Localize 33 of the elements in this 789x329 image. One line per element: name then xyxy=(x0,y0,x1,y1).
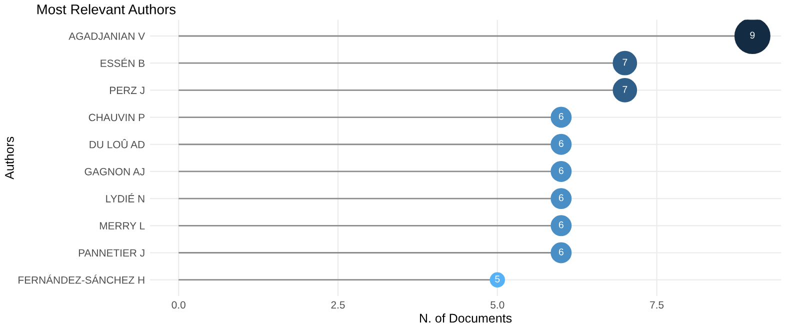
point xyxy=(550,134,572,155)
x-tick-label: 2.5 xyxy=(331,301,345,309)
y-tick-label: PERZ J xyxy=(110,86,144,94)
x-tick-label: 0.0 xyxy=(172,301,186,309)
data-label: 7 xyxy=(622,86,628,93)
y-tick-label: LYDIÉ N xyxy=(106,193,144,202)
y-tick-label: MERRY L xyxy=(100,222,145,230)
point xyxy=(550,242,572,264)
chart-title: Most Relevant Authors xyxy=(37,4,176,14)
data-label: 6 xyxy=(558,140,564,147)
x-tick-label: 7.5 xyxy=(650,301,664,309)
data-label: 6 xyxy=(558,221,564,228)
y-axis-title: Authors xyxy=(4,136,14,180)
data-label: 6 xyxy=(558,167,564,174)
y-tick-label: CHAUVIN P xyxy=(88,114,144,122)
data-label: 6 xyxy=(558,248,564,256)
y-tick-label: GAGNON AJ xyxy=(84,168,144,176)
data-label: 9 xyxy=(750,32,755,39)
y-tick-label: ESSÉN B xyxy=(100,58,144,67)
data-label: 5 xyxy=(495,276,500,282)
data-label: 7 xyxy=(622,58,628,66)
data-label: 6 xyxy=(558,113,564,120)
point xyxy=(550,106,572,128)
point xyxy=(550,160,572,182)
data-label: 6 xyxy=(558,194,564,202)
y-tick-label: AGADJANIAN V xyxy=(68,32,145,40)
point xyxy=(550,188,572,210)
y-tick-label: FERNÁNDEZ-SÁNCHEZ H xyxy=(18,274,144,284)
y-tick-label: DU LOÛ AD xyxy=(90,139,145,148)
x-tick-label: 5.0 xyxy=(490,301,504,309)
point xyxy=(550,215,572,236)
y-tick-label: PANNETIER J xyxy=(78,249,144,257)
x-axis-title: N. of Documents xyxy=(420,313,512,323)
